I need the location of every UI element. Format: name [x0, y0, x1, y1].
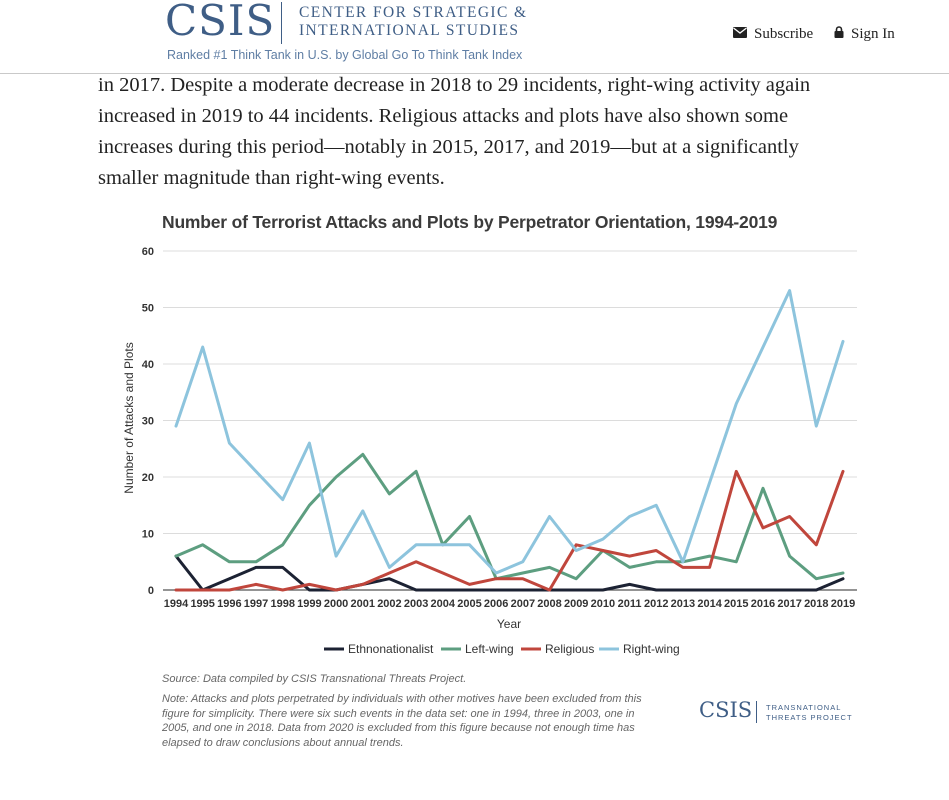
subscribe-link[interactable]: Subscribe [733, 26, 813, 43]
legend-label: Left-wing [465, 642, 514, 656]
x-tick-label: 2001 [351, 598, 375, 610]
x-tick-label: 2014 [697, 598, 722, 610]
envelope-icon [733, 26, 747, 43]
org-name-line1: CENTER FOR STRATEGIC & [299, 4, 528, 21]
tt-logo: CSIS [699, 698, 753, 722]
site-header: CSIS CENTER FOR STRATEGIC & INTERNATIONA… [0, 0, 949, 74]
series-line-left-wing [174, 452, 845, 581]
x-tick-label: 2011 [618, 598, 642, 610]
x-tick-label: 2015 [724, 598, 748, 610]
legend-label: Right-wing [623, 642, 680, 656]
tt-logo-divider [756, 701, 757, 723]
x-tick-label: 2009 [564, 598, 588, 610]
legend-label: Ethnonationalist [348, 642, 434, 656]
x-tick-label: 2017 [777, 598, 801, 610]
tt-project-name: TRANSNATIONAL THREATS PROJECT [766, 703, 853, 723]
y-tick-label: 30 [142, 416, 154, 428]
x-tick-label: 2019 [831, 598, 855, 610]
chart-source: Source: Data compiled by CSIS Transnatio… [162, 673, 467, 685]
x-tick-label: 1998 [270, 598, 294, 610]
x-axis-label: Year [497, 617, 521, 631]
x-tick-label: 2012 [644, 598, 668, 610]
tt-name-line1: TRANSNATIONAL [766, 703, 842, 712]
x-tick-label: 2016 [751, 598, 775, 610]
series-line-ethnonationalist [174, 554, 845, 592]
y-tick-label: 40 [142, 359, 154, 371]
series-line-right-wing [174, 289, 845, 575]
y-axis-label: Number of Attacks and Plots [122, 342, 136, 493]
y-tick-label: 50 [142, 303, 154, 315]
org-name-line2: INTERNATIONAL STUDIES [299, 22, 520, 39]
article-paragraph: in 2017. Despite a moderate decrease in … [98, 74, 811, 189]
x-tick-label: 1995 [190, 598, 214, 610]
csis-logo[interactable]: CSIS [165, 0, 276, 45]
x-tick-label: 2007 [511, 598, 535, 610]
x-tick-label: 2018 [804, 598, 828, 610]
y-tick-label: 20 [142, 472, 154, 484]
x-tick-label: 2008 [537, 598, 561, 610]
y-tick-label: 10 [142, 529, 154, 541]
x-tick-label: 2006 [484, 598, 508, 610]
logo-divider [281, 2, 282, 44]
series-line-religious [174, 469, 845, 592]
x-tick-label: 2000 [324, 598, 348, 610]
x-tick-label: 2002 [377, 598, 401, 610]
x-tick-label: 2013 [671, 598, 695, 610]
x-tick-label: 1997 [244, 598, 268, 610]
y-tick-label: 0 [148, 585, 154, 597]
x-tick-label: 1994 [164, 598, 189, 610]
x-tick-label: 2010 [591, 598, 615, 610]
chart-note: Note: Attacks and plots perpetrated by i… [162, 693, 642, 749]
legend-label: Religious [545, 642, 594, 656]
x-tick-label: 2005 [457, 598, 481, 610]
tagline: Ranked #1 Think Tank in U.S. by Global G… [167, 48, 523, 62]
x-tick-label: 2004 [431, 598, 456, 610]
subscribe-label: Subscribe [754, 26, 814, 42]
org-name[interactable]: CENTER FOR STRATEGIC & INTERNATIONAL STU… [299, 4, 527, 40]
y-tick-label: 60 [142, 246, 154, 258]
x-tick-label: 1999 [297, 598, 321, 610]
x-tick-label: 1996 [217, 598, 241, 610]
sign-in-link[interactable]: Sign In [834, 26, 895, 43]
tt-name-line2: THREATS PROJECT [766, 713, 853, 722]
sign-in-label: Sign In [851, 26, 895, 42]
chart-title: Number of Terrorist Attacks and Plots by… [162, 212, 778, 232]
lock-icon [834, 26, 844, 43]
x-tick-label: 2003 [404, 598, 428, 610]
